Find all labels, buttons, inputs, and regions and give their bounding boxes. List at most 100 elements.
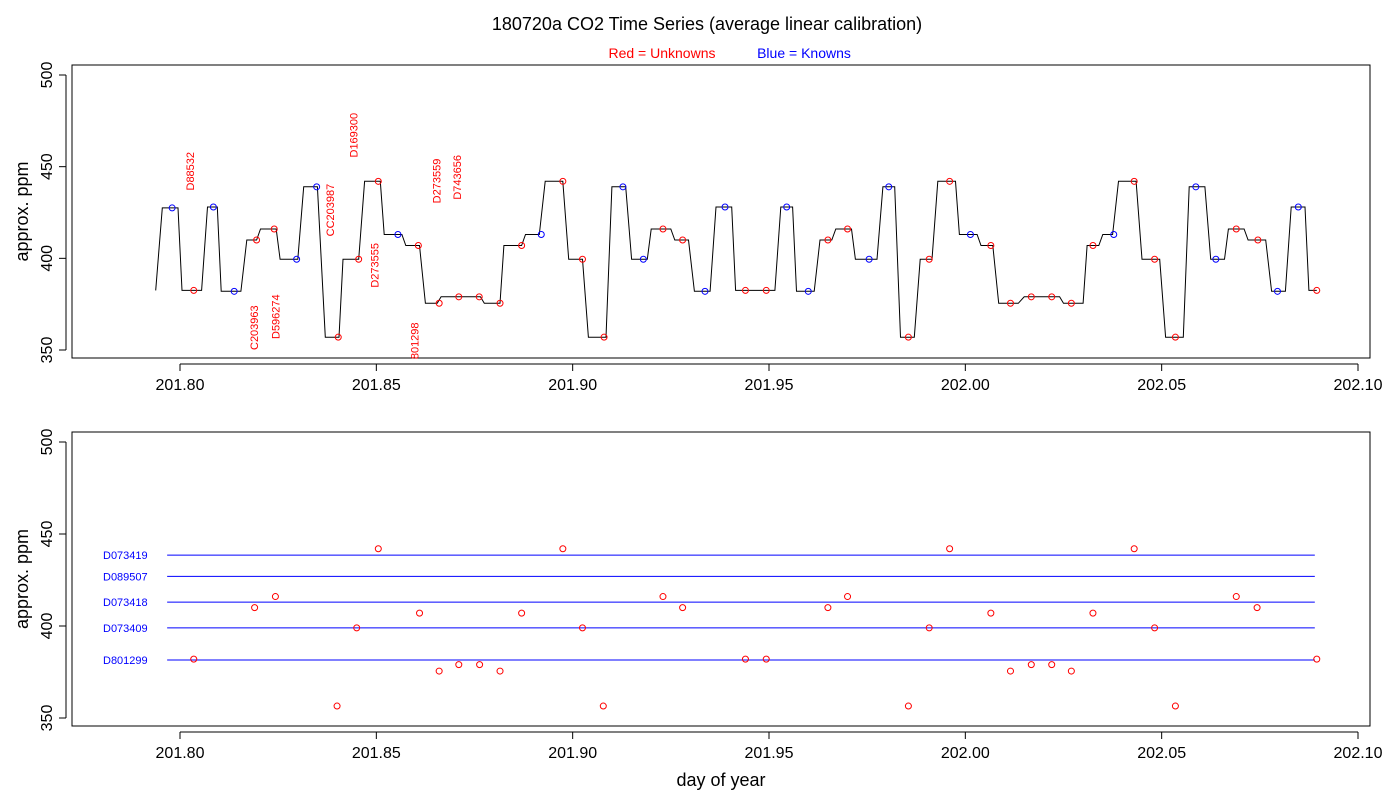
time-series-trace xyxy=(155,180,1317,338)
top-x-tick-label: 201.80 xyxy=(156,377,205,394)
unknown-point xyxy=(253,236,261,244)
top-x-tick-label: 202.05 xyxy=(1137,377,1186,394)
top-x-tick-label: 201.85 xyxy=(352,377,401,394)
unknown-point xyxy=(1006,299,1014,307)
known-point xyxy=(804,287,812,295)
unknown-point xyxy=(1027,293,1035,301)
known-point xyxy=(1212,255,1220,263)
top-x-tick-label: 202.00 xyxy=(941,377,990,394)
bottom-x-tick-label: 201.95 xyxy=(745,745,794,762)
annotation-label: D169300 xyxy=(348,113,360,158)
annotation-label: 801298 xyxy=(410,322,422,359)
known-point xyxy=(293,255,301,263)
top-y-tick-label: 350 xyxy=(39,337,56,364)
unknown-point xyxy=(1254,236,1262,244)
unknown-point xyxy=(353,624,361,632)
unknown-point xyxy=(1048,293,1056,301)
known-point xyxy=(783,203,791,211)
unknown-point xyxy=(762,655,770,663)
known-point xyxy=(209,203,217,211)
annotation-label: D88532 xyxy=(185,152,197,191)
unknown-point xyxy=(333,702,341,710)
unknown-point xyxy=(496,299,504,307)
unknown-point xyxy=(824,604,832,612)
unknown-point xyxy=(600,333,608,341)
annotation-label: D743656 xyxy=(452,155,464,200)
unknown-point xyxy=(1171,702,1179,710)
unknown-point xyxy=(946,177,954,185)
unknown-point xyxy=(435,299,443,307)
top-y-tick-label: 450 xyxy=(39,153,56,180)
bottom-x-tick-label: 201.80 xyxy=(156,745,205,762)
unknown-point xyxy=(374,545,382,553)
known-point xyxy=(966,231,974,238)
unknown-point xyxy=(1089,242,1097,249)
unknown-point xyxy=(904,333,912,341)
top-plot-frame xyxy=(71,64,1371,359)
unknown-point xyxy=(355,255,363,263)
unknown-point xyxy=(476,661,484,669)
top-x-tick-label: 201.90 xyxy=(548,377,597,394)
unknown-point xyxy=(1089,609,1097,617)
unknown-point xyxy=(414,242,422,249)
known-point xyxy=(313,183,321,191)
bottom-x-tick-label: 202.00 xyxy=(941,745,990,762)
unknown-point xyxy=(1151,624,1159,632)
known-point xyxy=(619,183,627,191)
unknown-point xyxy=(455,661,463,669)
top-x-tick-label: 202.10 xyxy=(1334,377,1383,394)
known-point xyxy=(537,231,545,238)
bottom-y-axis-label: approx. ppm xyxy=(12,529,32,629)
unknown-point xyxy=(1006,667,1014,675)
unknown-point xyxy=(1067,667,1075,675)
unknown-point xyxy=(679,604,687,612)
unknown-point xyxy=(518,242,526,249)
annotation-label: D273555 xyxy=(369,243,381,288)
known-point xyxy=(865,255,873,263)
chart-title: 180720a CO2 Time Series (average linear … xyxy=(492,14,922,34)
unknown-point xyxy=(251,604,259,612)
unknown-point xyxy=(1130,177,1138,185)
unknown-point xyxy=(659,225,667,233)
unknown-point xyxy=(496,667,504,675)
unknown-point xyxy=(1151,255,1159,263)
reference-label-D073409: D073409 xyxy=(103,623,148,635)
unknown-point xyxy=(844,225,852,233)
top-y-tick-label: 500 xyxy=(39,62,56,89)
unknown-point xyxy=(271,593,279,601)
unknown-point xyxy=(559,177,567,185)
unknown-point xyxy=(679,236,687,244)
known-point xyxy=(230,287,238,295)
bottom-x-tick-label: 202.05 xyxy=(1137,745,1186,762)
unknown-point xyxy=(1232,593,1240,601)
raw-time-series-panel: 201.80 201.85 201.90 201.95 202.00 202.05 202.… xyxy=(12,62,1383,394)
known-point xyxy=(701,287,709,295)
unknown-point xyxy=(578,624,586,632)
unknown-point xyxy=(741,655,749,663)
unknown-point xyxy=(987,242,995,249)
unknown-point xyxy=(925,624,933,632)
unknown-point xyxy=(599,702,607,710)
reference-label-D089507: D089507 xyxy=(103,571,148,583)
unknown-point xyxy=(762,286,770,294)
unknown-point xyxy=(1313,655,1321,663)
unknown-point xyxy=(1130,545,1138,553)
known-point xyxy=(394,231,402,238)
known-point xyxy=(885,183,893,191)
unknown-point xyxy=(190,286,198,294)
annotation-label: C203963 xyxy=(249,305,261,350)
known-point xyxy=(721,203,729,211)
bottom-y-tick-label: 450 xyxy=(39,521,56,548)
unknown-point xyxy=(824,236,832,244)
unknown-point xyxy=(578,255,586,263)
unknown-point xyxy=(844,593,852,601)
bottom-y-tick-label: 500 xyxy=(39,429,56,456)
unknown-point xyxy=(416,609,424,617)
calibrated-unknowns-panel: 201.80 201.85 201.90 201.95 202.00 202.05 202.… xyxy=(12,429,1383,790)
unknown-point xyxy=(946,545,954,553)
unknown-point xyxy=(659,593,667,601)
top-y-axis-label: approx. ppm xyxy=(12,161,32,261)
unknown-point xyxy=(1048,661,1056,669)
unknown-point xyxy=(559,545,567,553)
